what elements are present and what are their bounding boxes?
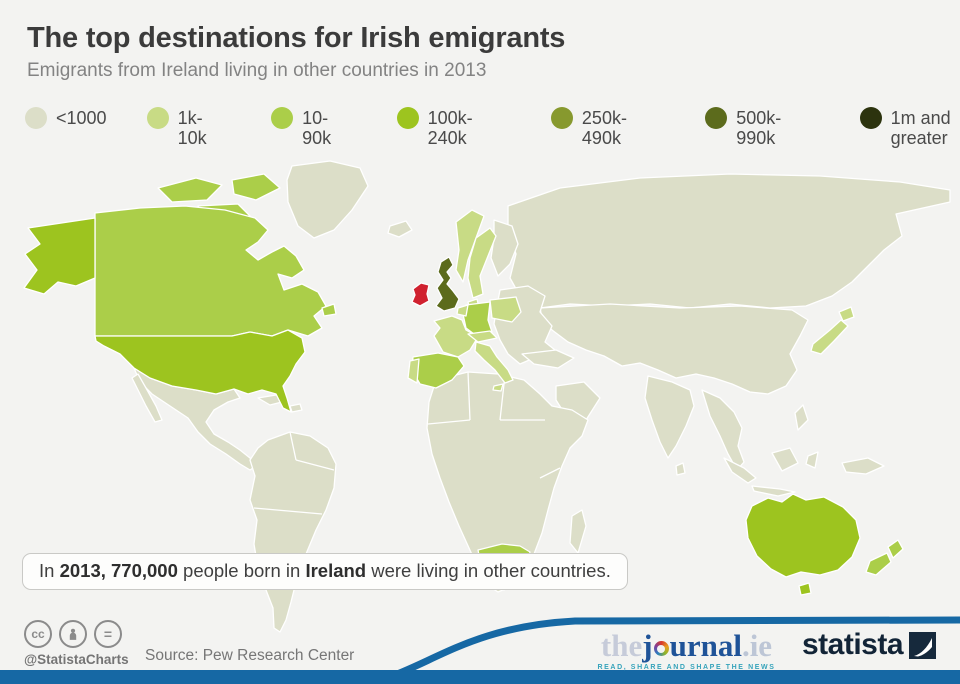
statista-logo[interactable]: statista — [802, 628, 937, 662]
country-japan-honshu — [810, 319, 849, 355]
country-philippines — [794, 404, 809, 431]
cc-icon[interactable]: cc — [24, 620, 52, 648]
legend-label: 500k-990k — [736, 108, 782, 149]
statista-square-icon — [909, 631, 937, 659]
country-madagascar — [569, 509, 587, 554]
country-sicily — [492, 383, 504, 392]
country-switzerland-austria — [467, 330, 498, 343]
footer-wave-graphic — [0, 616, 960, 684]
legend-item: 1k-10k — [146, 107, 232, 149]
cc-glyph: cc — [31, 627, 45, 641]
country-greenland — [286, 160, 369, 239]
page-title: The top destinations for Irish emigrants — [27, 22, 566, 54]
source-credit: Source: Pew Research Center — [145, 647, 355, 664]
legend-label: 1k-10k — [177, 108, 207, 149]
legend-item: 500k-990k — [705, 107, 819, 148]
journal-j: j — [642, 628, 653, 663]
footer-swoosh — [350, 616, 960, 684]
country-java — [751, 485, 796, 497]
country-tasmania — [798, 582, 812, 596]
country-iceland — [387, 220, 413, 238]
country-united-states — [94, 329, 306, 413]
country-new-zealand-north — [887, 539, 904, 559]
country-poland — [489, 296, 522, 323]
statista-wordmark: statista — [802, 628, 904, 661]
footer: cc = @StatistaCharts Source: Pew Researc… — [0, 594, 960, 684]
country-sumatra — [723, 457, 757, 484]
legend-swatch — [146, 107, 169, 129]
journal-rest: urnal — [669, 628, 742, 663]
country-united-kingdom — [435, 256, 460, 312]
callout-country: Ireland — [305, 560, 367, 581]
country-borneo — [771, 447, 799, 472]
cc-license[interactable]: cc = — [24, 620, 122, 648]
legend-swatch — [25, 107, 47, 129]
country-norway — [455, 209, 485, 283]
world-map-svg — [23, 160, 951, 633]
border-lines — [253, 371, 561, 515]
footer-bottom-bar — [0, 670, 960, 684]
country-australia — [745, 493, 861, 578]
callout-mid: people born in — [177, 560, 306, 581]
country-alaska — [23, 217, 96, 295]
country-canada-arctic-2 — [231, 173, 281, 201]
country-russia — [507, 173, 951, 309]
journal-tld: .ie — [741, 628, 773, 663]
person-icon — [69, 628, 77, 640]
legend-swatch — [396, 107, 419, 129]
country-france — [433, 315, 479, 358]
legend-label: 1m and greater — [890, 108, 951, 149]
legend-swatch — [859, 107, 882, 129]
legend-swatch — [705, 107, 728, 129]
legend-swatch — [271, 107, 294, 129]
page-subtitle: Emigrants from Ireland living in other c… — [27, 60, 487, 81]
country-new-guinea — [841, 457, 885, 475]
equals-glyph: = — [103, 626, 113, 642]
country-new-zealand-south — [865, 552, 892, 576]
country-italy — [474, 341, 514, 384]
legend-swatch — [550, 107, 573, 129]
legend-item: 10-90k — [271, 107, 357, 148]
cc-equal-icon[interactable]: = — [94, 620, 122, 648]
thejournal-wordmark: thej urnal.ie — [574, 630, 799, 661]
country-sweden — [467, 227, 497, 299]
annotation-callout: In 2013, 770,000 people born in Ireland … — [22, 553, 628, 590]
legend-item: 1m and greater — [859, 107, 960, 149]
country-canada — [94, 205, 327, 337]
legend-label: 10-90k — [302, 108, 332, 149]
legend-label: <1000 — [56, 108, 107, 128]
callout-prefix: In — [39, 560, 60, 581]
country-sri-lanka — [675, 462, 686, 476]
country-benelux — [456, 304, 469, 317]
country-central-asia-china — [539, 303, 809, 395]
legend-item: 250k-490k — [550, 107, 665, 149]
country-portugal — [407, 358, 420, 384]
country-india — [644, 375, 695, 459]
legend: <1000 1k-10k 10-90k 100k-240k 250k-490k … — [25, 107, 960, 148]
country-newfoundland — [321, 303, 337, 317]
country-sulawesi — [805, 451, 819, 469]
legend-item: 100k-240k — [396, 107, 511, 149]
country-turkey — [521, 349, 575, 369]
world-choropleth-map — [0, 158, 960, 640]
journal-o-ring-icon — [653, 641, 669, 656]
cc-attribution-icon[interactable] — [59, 620, 87, 648]
country-japan-hokkaido — [838, 306, 855, 322]
callout-stat: 2013, 770,000 — [59, 560, 178, 581]
country-baja — [131, 373, 163, 423]
thejournal-tagline: READ, SHARE AND SHAPE THE NEWS — [597, 664, 776, 671]
callout-suffix: were living in other countries. — [366, 560, 611, 581]
country-africa — [426, 371, 589, 593]
statista-charts-handle[interactable]: @StatistaCharts — [24, 652, 129, 667]
country-ireland — [411, 282, 430, 307]
legend-label: 250k-490k — [581, 108, 627, 149]
journal-the: the — [600, 628, 643, 663]
country-canada-arctic-1 — [157, 177, 223, 203]
country-se-asia — [701, 389, 745, 471]
legend-label: 100k-240k — [427, 108, 473, 149]
country-hispaniola — [289, 403, 303, 413]
thejournal-logo[interactable]: thej urnal.ie READ, SHARE AND SHAPE THE N… — [574, 630, 799, 671]
legend-item: <1000 — [25, 107, 107, 129]
